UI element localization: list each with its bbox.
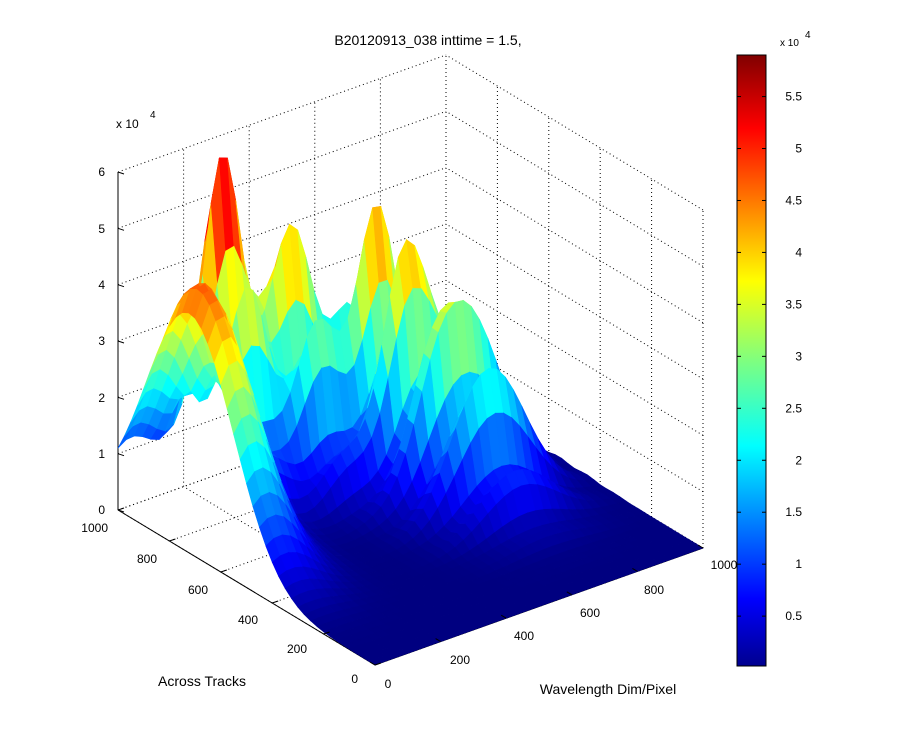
- y-tick-labels: 0 200 400 600 800 1000: [81, 521, 358, 686]
- y-tick-mark: [374, 662, 382, 666]
- colorbar-tick-label: 2: [795, 453, 802, 467]
- x-tick-label: 1000: [711, 558, 738, 572]
- colorbar-ticks: [737, 96, 766, 617]
- y-tick-label: 600: [188, 583, 208, 597]
- z-tick-mark: [117, 340, 125, 344]
- x-tick-label: 200: [450, 653, 470, 667]
- z-tick-mark: [117, 284, 125, 288]
- y-tick-label: 0: [351, 672, 358, 686]
- colorbar-tick-label: 1.5: [785, 505, 802, 519]
- surface-plot: [117, 157, 704, 666]
- z-multiplier-exponent: 4: [150, 110, 156, 121]
- y-axis-label: Across Tracks: [158, 673, 246, 689]
- x-tick-label: 400: [514, 629, 534, 643]
- axis-ticks: [117, 171, 704, 666]
- colorbar-tick-label: 4.5: [785, 193, 802, 207]
- y-tick-mark: [323, 631, 330, 635]
- grid-line: [117, 110, 447, 229]
- x-tick-labels: 0 200 400 600 800 1000: [385, 558, 738, 691]
- x-tick-mark: [566, 591, 573, 596]
- y-tick-label: 800: [137, 552, 157, 566]
- y-tick-mark: [169, 538, 176, 542]
- chart-title: B20120913_038 inttime = 1.5,: [334, 32, 521, 48]
- x-tick-mark: [697, 544, 704, 549]
- z-tick-label: 0: [98, 503, 105, 517]
- y-tick-mark: [272, 600, 279, 604]
- colorbar-tick-labels: 0.5 1 1.5 2 2.5 3 3.5 4 4.5 5 5.5: [785, 90, 802, 624]
- y-tick-mark: [220, 569, 227, 573]
- x-tick-mark: [435, 638, 441, 643]
- grid-line: [445, 54, 704, 211]
- z-tick-label: 3: [98, 334, 105, 348]
- x-tick-mark: [632, 567, 638, 572]
- z-tick-label: 2: [98, 391, 105, 405]
- grid-line: [117, 54, 447, 173]
- y-axis-line: [117, 509, 376, 666]
- z-tick-label: 1: [98, 447, 105, 461]
- z-tick-mark: [117, 227, 125, 231]
- z-tick-mark: [117, 509, 125, 513]
- y-tick-label: 1000: [81, 521, 108, 535]
- colorbar-tick-label: 5.5: [785, 90, 802, 104]
- colorbar-multiplier: x 10: [780, 38, 799, 49]
- colorbar-tick-label: 4: [795, 245, 802, 259]
- y-tick-label: 400: [238, 613, 258, 627]
- x-tick-label: 0: [385, 677, 392, 691]
- z-tick-mark: [117, 453, 125, 457]
- z-tick-label: 6: [98, 165, 105, 179]
- colorbar-multiplier-exponent: 4: [805, 30, 811, 41]
- z-tick-label: 4: [98, 278, 105, 292]
- x-tick-label: 600: [580, 606, 600, 620]
- z-multiplier: x 10: [116, 117, 139, 131]
- grid-line: [445, 110, 704, 267]
- colorbar-gradient: [736, 54, 767, 667]
- y-tick-label: 200: [287, 642, 307, 656]
- colorbar-tick-label: 2.5: [785, 401, 802, 415]
- z-tick-mark: [117, 171, 125, 175]
- y-tick-mark: [117, 507, 125, 511]
- colorbar: 0.5 1 1.5 2 2.5 3 3.5 4 4.5 5 5.5 x 10 4: [736, 30, 811, 667]
- x-axis-label: Wavelength Dim/Pixel: [540, 681, 676, 697]
- colorbar-tick-label: 1: [795, 557, 802, 571]
- z-tick-mark: [117, 396, 125, 400]
- x-tick-mark: [369, 661, 376, 666]
- colorbar-tick-label: 5: [795, 142, 802, 156]
- z-tick-labels: 0 1 2 3 4 5 6: [98, 165, 105, 517]
- z-tick-label: 5: [98, 222, 105, 236]
- x-tick-mark: [500, 614, 507, 619]
- grid-line: [445, 167, 704, 324]
- colorbar-tick-label: 0.5: [785, 609, 802, 623]
- colorbar-tick-label: 3.5: [785, 297, 802, 311]
- colorbar-tick-label: 3: [795, 349, 802, 363]
- x-tick-label: 800: [644, 583, 664, 597]
